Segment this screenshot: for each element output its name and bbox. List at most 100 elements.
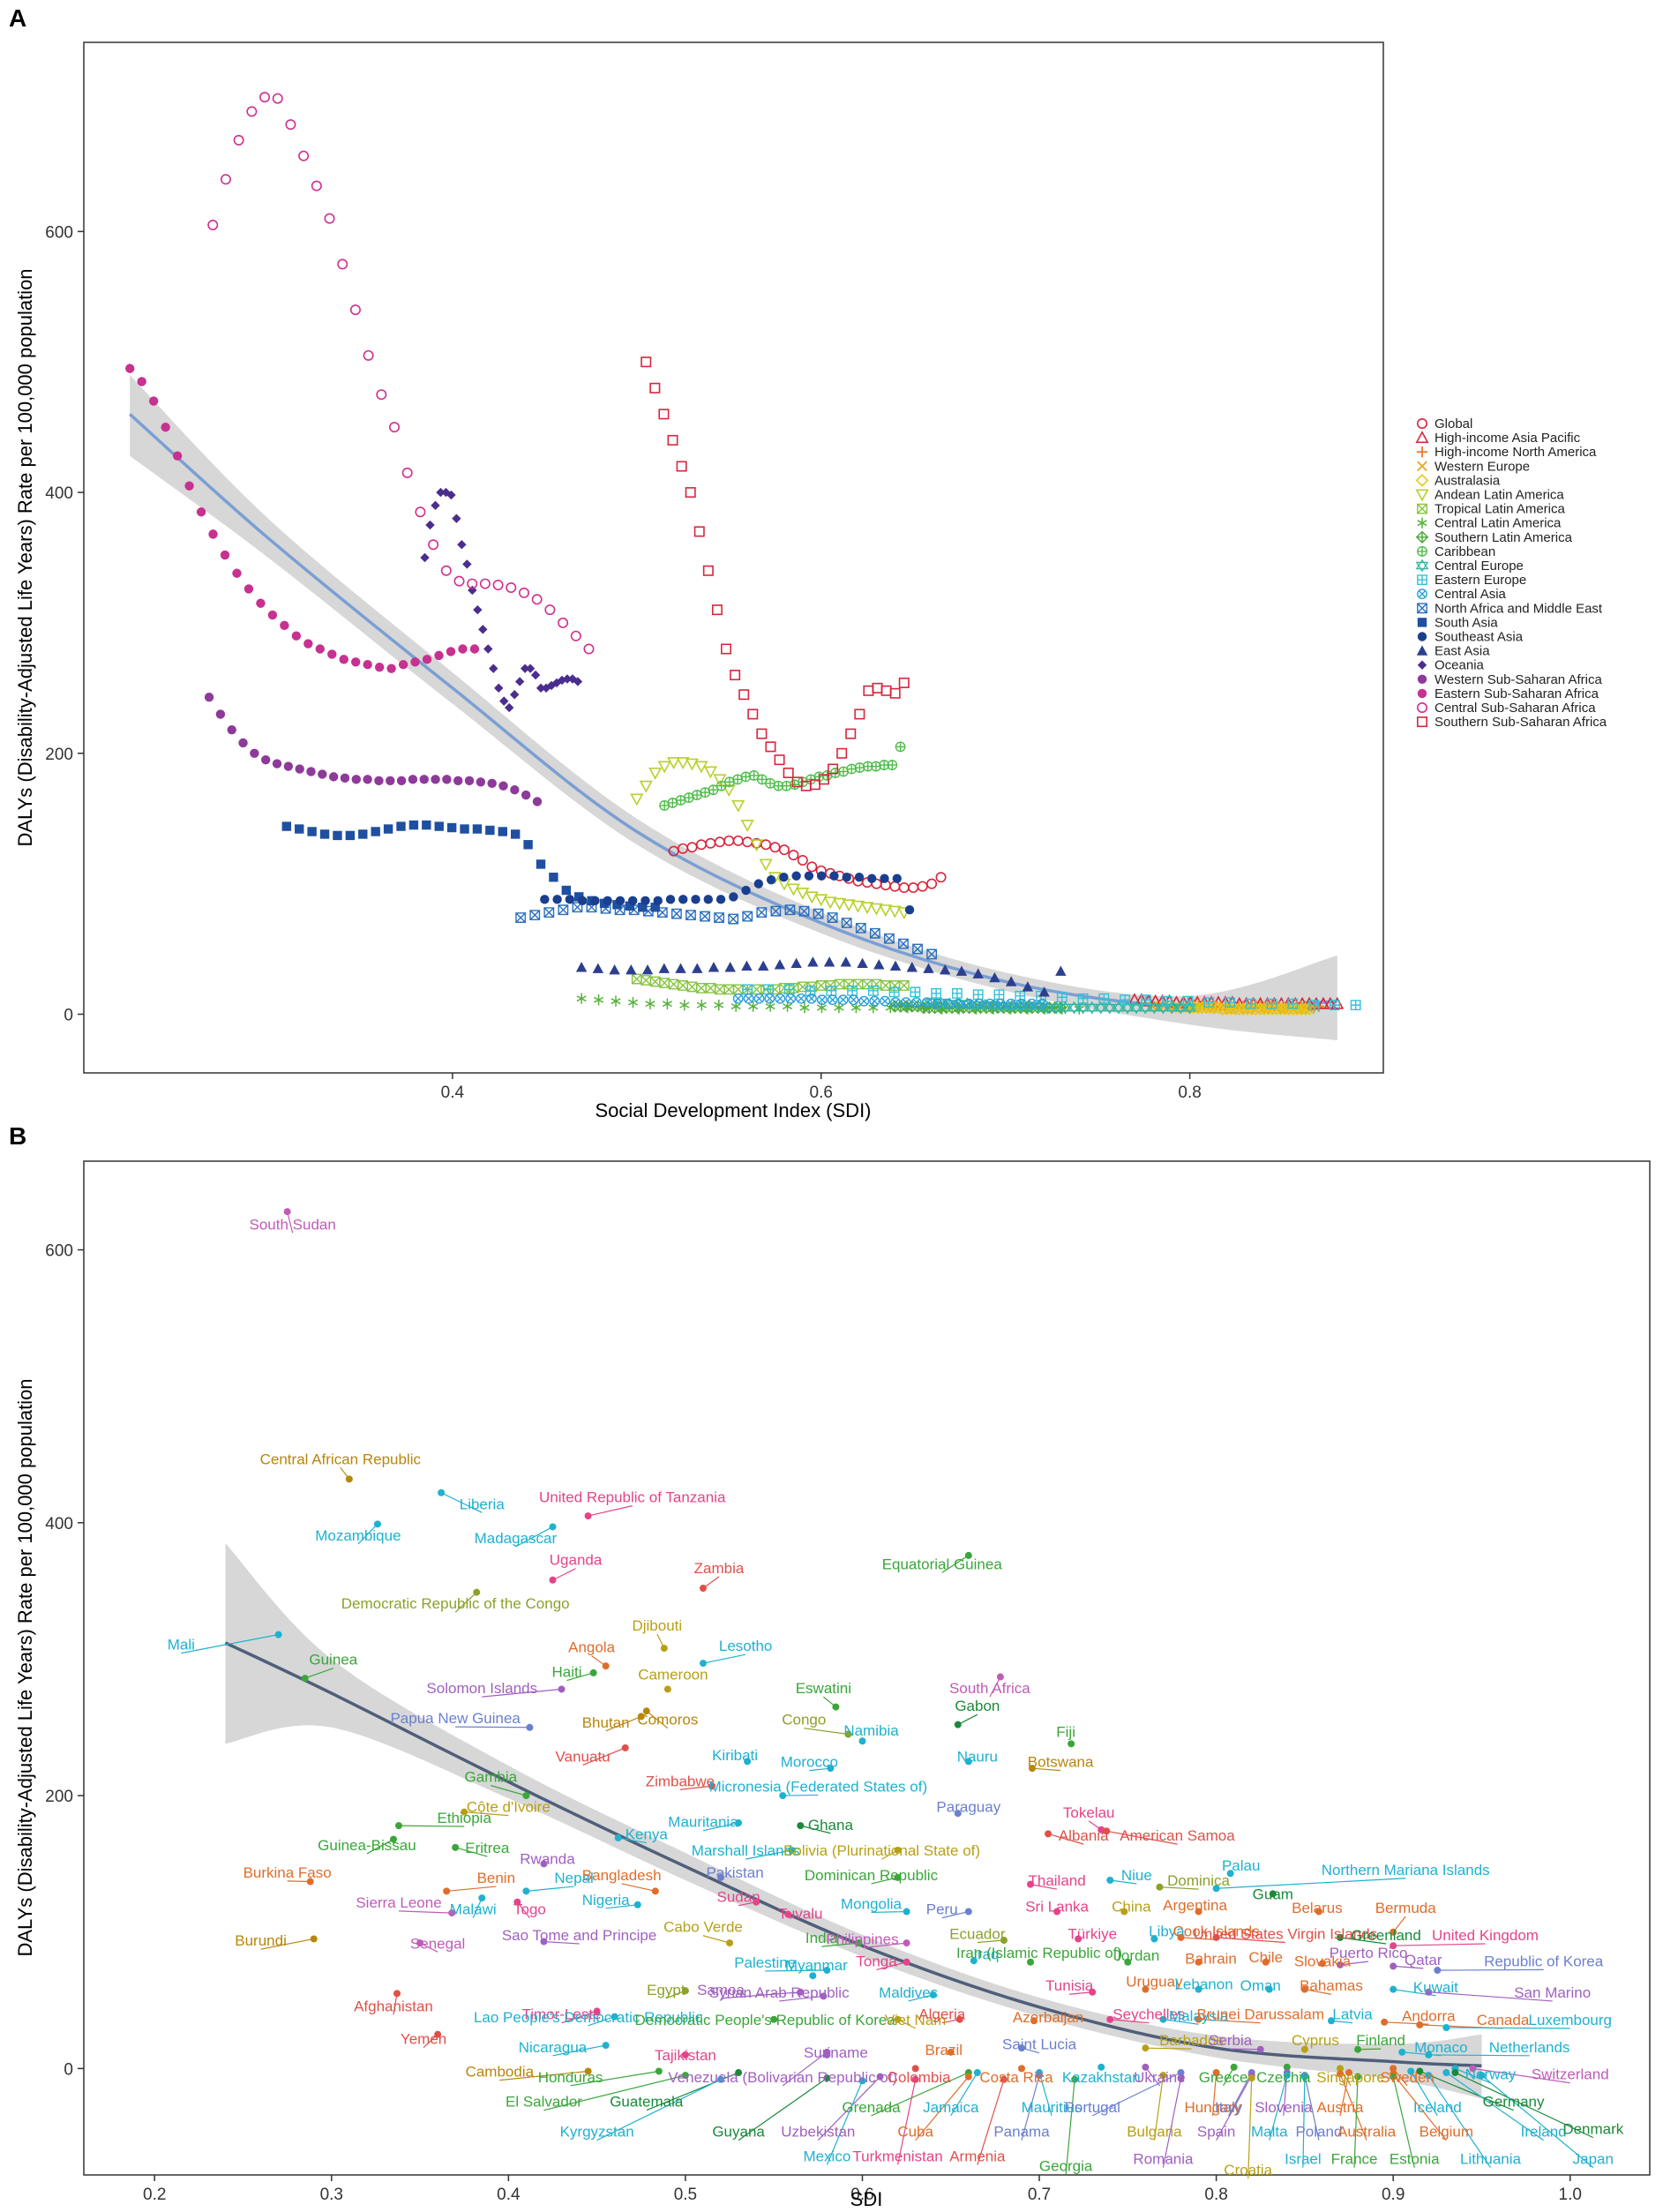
point-high-income-asia-pacific (1316, 996, 1330, 1009)
leader-line-hungary (1212, 2072, 1217, 2116)
point-kyrgyzstan (717, 2075, 725, 2083)
point-sri-lanka (1053, 1908, 1061, 1916)
legend-marker-high-income-north-america (1416, 446, 1428, 458)
leader-line-qatar (1393, 1965, 1424, 1969)
point-central-sub-saharan-africa (558, 617, 569, 628)
label-poland: Poland (1295, 2124, 1342, 2141)
point-north-africa-and-middle-east (515, 912, 527, 923)
legend-item-high-income-asia-pacific: High-income Asia Pacific (1415, 431, 1581, 446)
point-georgia (1071, 2075, 1079, 2083)
legend-item-central-asia: Central Asia (1417, 587, 1507, 602)
leader-line-italy (1228, 2072, 1253, 2117)
point-southern-sub-saharan-africa (845, 728, 857, 739)
point-western-sub-saharan-africa (396, 776, 407, 786)
point-western-sub-saharan-africa (386, 776, 395, 786)
panel-b-x-tick-label: 0.4 (497, 2186, 521, 2204)
point-eastern-sub-saharan-africa (184, 481, 194, 491)
legend-item-andean-latin-america: Andean Latin America (1415, 488, 1564, 503)
leader-line-ukraine (1144, 2066, 1160, 2087)
panel-b-y-ticks: 0 200 400 600 (45, 1242, 84, 2079)
label-equatorial-guinea: Equatorial Guinea (882, 1556, 1003, 1572)
label-maldives: Maldives (879, 1984, 938, 2001)
point-central-asia (995, 998, 1006, 1009)
point-central-sub-saharan-africa (506, 582, 517, 594)
point-qatar (1390, 1962, 1397, 1970)
leader-line-venezuela-bolivarian-republic-of (782, 2051, 828, 2087)
leader-line-ecuador (977, 1939, 1004, 1944)
point-guam (1269, 1890, 1277, 1898)
point-oceania (489, 664, 498, 673)
label-united-kingdom: United Kingdom (1432, 1927, 1539, 1944)
label-united-states-virgin-islands: United States Virgin Islands (1194, 1925, 1378, 1942)
point-east-asia (724, 962, 736, 972)
point-western-sub-saharan-africa (363, 775, 372, 784)
legend-label: Central Sub-Saharan Africa (1435, 701, 1596, 716)
point-djibouti (660, 1645, 668, 1653)
point-eswatini (832, 1703, 840, 1711)
point-south-asia (434, 821, 444, 831)
leader-line-nepal (526, 1886, 574, 1892)
series-central-sub-saharan-africa (207, 92, 595, 655)
legend-label: Central Latin America (1435, 516, 1562, 531)
label-norway: Norway (1465, 2066, 1517, 2083)
point-oceania (494, 683, 504, 694)
point-guinea-bissau (389, 1835, 397, 1843)
label-seychelles: Seychelles (1112, 2006, 1185, 2023)
leader-line-malaysia (1163, 2019, 1199, 2025)
leader-line-cook-islands (1180, 1937, 1217, 1940)
leader-line-finland (1358, 2048, 1382, 2051)
point-belarus (1315, 1908, 1322, 1916)
label-togo: Togo (513, 1901, 546, 1918)
point-western-sub-saharan-africa (295, 764, 304, 774)
panel-a-x-tick-label: 0.4 (441, 1084, 465, 1102)
leader-line-norway (1455, 2067, 1491, 2084)
label-thailand: Thailand (1028, 1872, 1085, 1889)
point-central-sub-saharan-africa (363, 349, 374, 361)
point-central-asia (743, 993, 754, 1004)
point-north-africa-and-middle-east (742, 911, 753, 922)
label-tuvalu: Tuvalu (778, 1905, 822, 1922)
label-vanuatu: Vanuatu (556, 1748, 611, 1765)
label-ireland: Ireland (1521, 2124, 1567, 2141)
point-central-asia (816, 994, 828, 1006)
point-brunei-darussalam (1195, 2015, 1202, 2023)
label-gabon: Gabon (955, 1698, 1000, 1714)
point-andean-latin-america (667, 757, 681, 769)
point-central-latin-america (645, 998, 655, 1009)
leader-line-mexico (826, 2081, 864, 2165)
point-andean-latin-america (648, 767, 663, 780)
label-malta: Malta (1251, 2124, 1288, 2141)
point-central-latin-america (782, 1001, 793, 1012)
leader-line-bhutan (605, 1715, 642, 1732)
legend-label: Southeast Asia (1435, 630, 1524, 645)
label-monaco: Monaco (1414, 2039, 1467, 2056)
point-eastern-sub-saharan-africa (267, 610, 278, 620)
label-mali: Mali (168, 1637, 195, 1653)
point-thailand (1027, 1880, 1035, 1888)
label-djibouti: Djibouti (632, 1617, 682, 1634)
point-bahamas (1300, 1985, 1308, 1993)
point-puerto-rico (1337, 1961, 1345, 1968)
label-singapore: Singapore (1316, 2069, 1385, 2086)
point-oceania (473, 604, 483, 615)
point-central-latin-america (799, 1001, 810, 1014)
point-east-asia (609, 964, 620, 975)
point-andean-latin-america (833, 897, 847, 911)
label-myanmar: Myanmar (785, 1957, 848, 1974)
point-central-latin-america (627, 996, 639, 1009)
point-central-sub-saharan-africa (440, 565, 452, 576)
point-western-sub-saharan-africa (431, 775, 440, 784)
point-el-salvador (681, 2072, 689, 2080)
panel-b-x-tick-label: 0.2 (143, 2186, 166, 2204)
point-central-sub-saharan-africa (467, 578, 478, 589)
leader-line-nicaragua (552, 2044, 606, 2057)
point-greenland (1337, 1933, 1345, 1941)
panel-b-plot-area (83, 1160, 1651, 2176)
point-lao-people-s-democratic-republic (611, 2013, 618, 2021)
leader-line-guyana (738, 2077, 828, 2141)
point-eastern-sub-saharan-africa (148, 396, 159, 406)
leader-line-kyrgyzstan (596, 2079, 722, 2141)
legend-label: Southern Latin America (1435, 530, 1573, 545)
leader-line-barbados (1145, 2047, 1192, 2050)
label-kazakhstan: Kazakhstan (1062, 2069, 1141, 2086)
